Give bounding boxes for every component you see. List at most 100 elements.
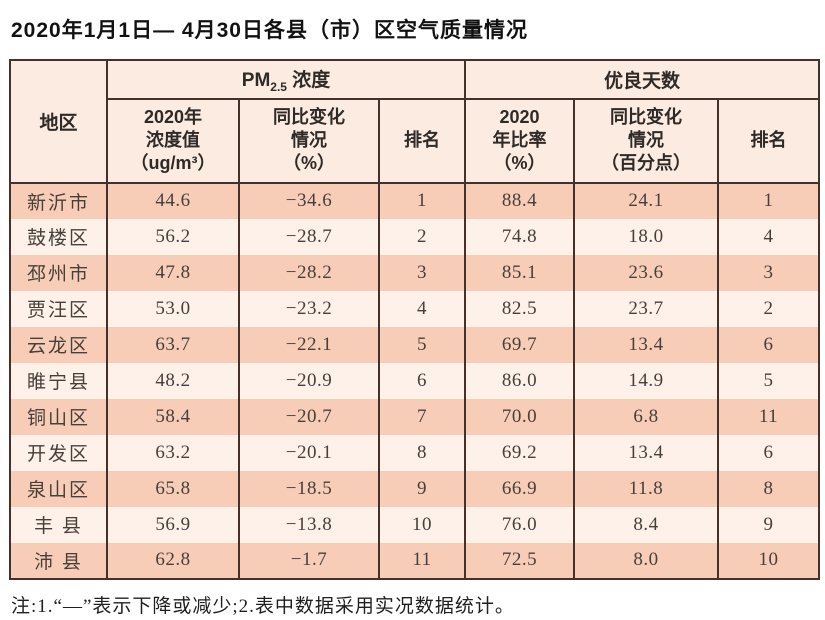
gd-ratio-cell: 69.7 [464,326,576,363]
gd-ratio-cell: 70.0 [464,398,576,435]
pm-rank-cell: 2 [377,218,467,255]
pm-value-cell: 48.2 [106,362,240,399]
header-gd-ratio: 2020 年比率 （%） [464,97,576,184]
gd-ratio-cell: 82.5 [464,290,576,327]
header-gd-change: 同比变化 情况 （百分点） [573,97,720,184]
gd-change-cell: 8.0 [573,542,720,579]
pm-label: 浓度 [292,70,331,91]
pm-rank-cell: 1 [377,182,467,219]
footnote: 注:1.“—”表示下降或减少;2.表中数据采用实况数据统计。 [11,595,515,617]
gd-change-cell: 13.4 [573,326,720,363]
gd-change-cell: 13.4 [573,434,720,471]
gd-change-cell: 8.4 [573,506,720,543]
gd-change-cell: 24.1 [573,182,720,219]
pm-change-cell: −20.1 [238,434,380,471]
gd-change-cell: 6.8 [573,398,720,435]
gd-rank-cell: 6 [717,326,821,363]
table-row: 鼓楼区 56.2 −28.7 2 74.8 18.0 4 [9,218,821,255]
pm-rank-cell: 10 [377,506,467,543]
table-header: 地区 PM2.5 浓度 优良天数 2020年 浓度值 （ug/m³） 同比变化 … [9,59,821,184]
region-cell: 鼓楼区 [9,218,108,255]
pm-change-cell: −1.7 [238,542,380,579]
gd-ratio-cell: 85.1 [464,254,576,291]
header-sub-row: 2020年 浓度值 （ug/m³） 同比变化 情况 （%） 排名 2020 年比… [10,97,821,184]
pm-value-cell: 56.9 [106,506,240,543]
header-gd-rank: 排名 [717,97,821,184]
table-row: 新沂市 44.6 −34.6 1 88.4 24.1 1 [9,182,821,219]
pm-change-cell: −20.9 [238,362,380,399]
pm-rank-cell: 4 [377,290,467,327]
table-row: 开发区 63.2 −20.1 8 69.2 13.4 6 [9,434,821,471]
pm-change-cell: −20.7 [238,398,380,435]
pm-change-cell: −28.2 [238,254,380,291]
pm-value-cell: 63.7 [106,326,240,363]
header-good-days-group: 优良天数 [464,59,821,100]
gd-rank-cell: 3 [717,254,821,291]
gd-ratio-cell: 88.4 [464,182,576,219]
pm-change-cell: −22.1 [238,326,380,363]
region-cell: 开发区 [9,434,108,471]
pm-change-cell: −18.5 [238,470,380,507]
gd-change-cell: 14.9 [573,362,720,399]
header-pm-change: 同比变化 情况 （%） [238,97,380,184]
table-row: 云龙区 63.7 −22.1 5 69.7 13.4 6 [9,326,821,363]
pm-rank-cell: 7 [377,398,467,435]
gd-ratio-cell: 66.9 [464,470,576,507]
table-row: 铜山区 58.4 −20.7 7 70.0 6.8 11 [9,398,821,435]
gd-change-cell: 23.6 [573,254,720,291]
gd-ratio-cell: 72.5 [464,542,576,579]
gd-rank-cell: 5 [717,362,821,399]
gd-rank-cell: 2 [717,290,821,327]
gd-change-cell: 18.0 [573,218,720,255]
gd-ratio-cell: 76.0 [464,506,576,543]
page-title: 2020年1月1日— 4月30日各县（市）区空气质量情况 [11,19,528,42]
region-cell: 铜山区 [9,398,108,435]
pm-change-cell: −28.7 [238,218,380,255]
pm-rank-cell: 8 [377,434,467,471]
pm-change-cell: −13.8 [238,506,380,543]
pm-rank-cell: 11 [377,542,467,579]
pm-value-cell: 44.6 [106,182,240,219]
pm-rank-cell: 3 [377,254,467,291]
region-cell: 邳州市 [9,254,108,291]
region-cell: 丰 县 [9,506,108,543]
region-cell: 睢宁县 [9,362,108,399]
header-pm-rank: 排名 [377,97,467,184]
table-row: 睢宁县 48.2 −20.9 6 86.0 14.9 5 [9,362,821,399]
table-row: 沛 县 62.8 −1.7 11 72.5 8.0 10 [9,542,821,579]
pm-value-cell: 62.8 [106,542,240,579]
pm-value-cell: 53.0 [106,290,240,327]
gd-rank-cell: 9 [717,506,821,543]
header-group-row: 地区 PM2.5 浓度 优良天数 [9,59,821,184]
gd-rank-cell: 11 [717,398,821,435]
pm-value-cell: 65.8 [106,470,240,507]
table-row: 贾汪区 53.0 −23.2 4 82.5 23.7 2 [9,290,821,327]
pm-change-cell: −34.6 [238,182,380,219]
gd-change-cell: 23.7 [573,290,720,327]
gd-rank-cell: 8 [717,470,821,507]
gd-change-cell: 11.8 [573,470,720,507]
header-pm-group: PM2.5 浓度 [105,59,467,100]
pm-change-cell: −23.2 [238,290,380,327]
gd-rank-cell: 10 [717,542,821,579]
air-quality-table: 地区 PM2.5 浓度 优良天数 2020年 浓度值 （ug/m³） 同比变化 … [9,59,821,580]
pm-value-cell: 56.2 [106,218,240,255]
pm-rank-cell: 6 [377,362,467,399]
pm-prefix: PM [241,70,271,91]
table-body: 新沂市 44.6 −34.6 1 88.4 24.1 1 鼓楼区 56.2 −2… [9,182,821,579]
region-cell: 云龙区 [9,326,108,363]
gd-rank-cell: 1 [717,182,821,219]
table-row: 邳州市 47.8 −28.2 3 85.1 23.6 3 [9,254,821,291]
gd-ratio-cell: 74.8 [464,218,576,255]
pm-value-cell: 47.8 [106,254,240,291]
pm-rank-cell: 5 [377,326,467,363]
region-cell: 沛 县 [9,542,108,579]
header-pm-value: 2020年 浓度值 （ug/m³） [106,97,240,184]
gd-rank-cell: 4 [717,218,821,255]
region-cell: 贾汪区 [9,290,108,327]
table-row: 泉山区 65.8 −18.5 9 66.9 11.8 8 [9,470,821,507]
pm-subscript: 2.5 [270,79,287,94]
region-cell: 新沂市 [9,182,108,219]
pm-rank-cell: 9 [377,470,467,507]
